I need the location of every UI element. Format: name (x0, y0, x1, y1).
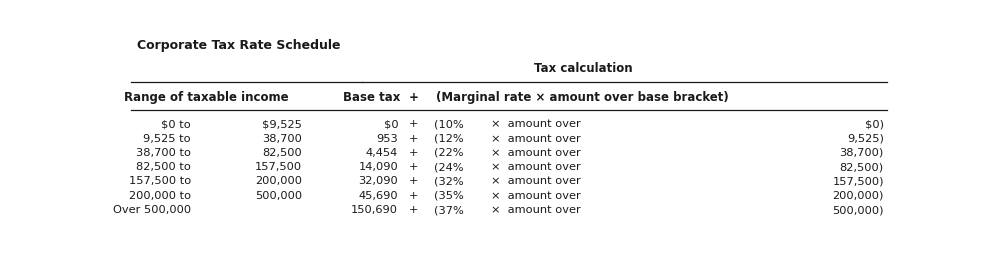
Text: 82,500: 82,500 (262, 148, 302, 158)
Text: (10%: (10% (433, 119, 463, 129)
Text: +: + (409, 119, 418, 129)
Text: 200,000 to: 200,000 to (129, 191, 191, 201)
Text: (24%: (24% (433, 162, 463, 172)
Text: $9,525: $9,525 (262, 119, 302, 129)
Text: 200,000): 200,000) (833, 191, 884, 201)
Text: ×  amount over: × amount over (491, 134, 581, 144)
Text: 200,000: 200,000 (255, 177, 302, 186)
Text: ×  amount over: × amount over (491, 191, 581, 201)
Text: 157,500 to: 157,500 to (129, 177, 191, 186)
Text: 500,000: 500,000 (255, 191, 302, 201)
Text: Corporate Tax Rate Schedule: Corporate Tax Rate Schedule (137, 39, 340, 52)
Text: 150,690: 150,690 (351, 205, 398, 215)
Text: $0 to: $0 to (161, 119, 191, 129)
Text: (22%: (22% (433, 148, 463, 158)
Text: +: + (408, 91, 418, 104)
Text: 157,500): 157,500) (833, 177, 884, 186)
Text: (32%: (32% (433, 177, 463, 186)
Text: 4,454: 4,454 (366, 148, 398, 158)
Text: ×  amount over: × amount over (491, 119, 581, 129)
Text: 38,700 to: 38,700 to (136, 148, 191, 158)
Text: 38,700: 38,700 (262, 134, 302, 144)
Text: +: + (409, 148, 418, 158)
Text: Base tax: Base tax (343, 91, 400, 104)
Text: +: + (409, 134, 418, 144)
Text: 82,500): 82,500) (840, 162, 884, 172)
Text: 953: 953 (376, 134, 398, 144)
Text: 14,090: 14,090 (358, 162, 398, 172)
Text: 500,000): 500,000) (833, 205, 884, 215)
Text: 45,690: 45,690 (358, 191, 398, 201)
Text: 157,500: 157,500 (255, 162, 302, 172)
Text: ×  amount over: × amount over (491, 148, 581, 158)
Text: ×  amount over: × amount over (491, 177, 581, 186)
Text: Over 500,000: Over 500,000 (113, 205, 191, 215)
Text: $0): $0) (865, 119, 884, 129)
Text: +: + (409, 205, 418, 215)
Text: 82,500 to: 82,500 to (136, 162, 191, 172)
Text: +: + (409, 191, 418, 201)
Text: Tax calculation: Tax calculation (534, 62, 633, 75)
Text: 32,090: 32,090 (358, 177, 398, 186)
Text: (Marginal rate × amount over base bracket): (Marginal rate × amount over base bracke… (436, 91, 729, 104)
Text: ×  amount over: × amount over (491, 205, 581, 215)
Text: (12%: (12% (433, 134, 463, 144)
Text: Range of taxable income: Range of taxable income (124, 91, 289, 104)
Text: 9,525 to: 9,525 to (143, 134, 191, 144)
Text: +: + (409, 177, 418, 186)
Text: $0: $0 (383, 119, 398, 129)
Text: +: + (409, 162, 418, 172)
Text: 38,700): 38,700) (840, 148, 884, 158)
Text: 9,525): 9,525) (847, 134, 884, 144)
Text: (37%: (37% (433, 205, 463, 215)
Text: ×  amount over: × amount over (491, 162, 581, 172)
Text: (35%: (35% (433, 191, 463, 201)
